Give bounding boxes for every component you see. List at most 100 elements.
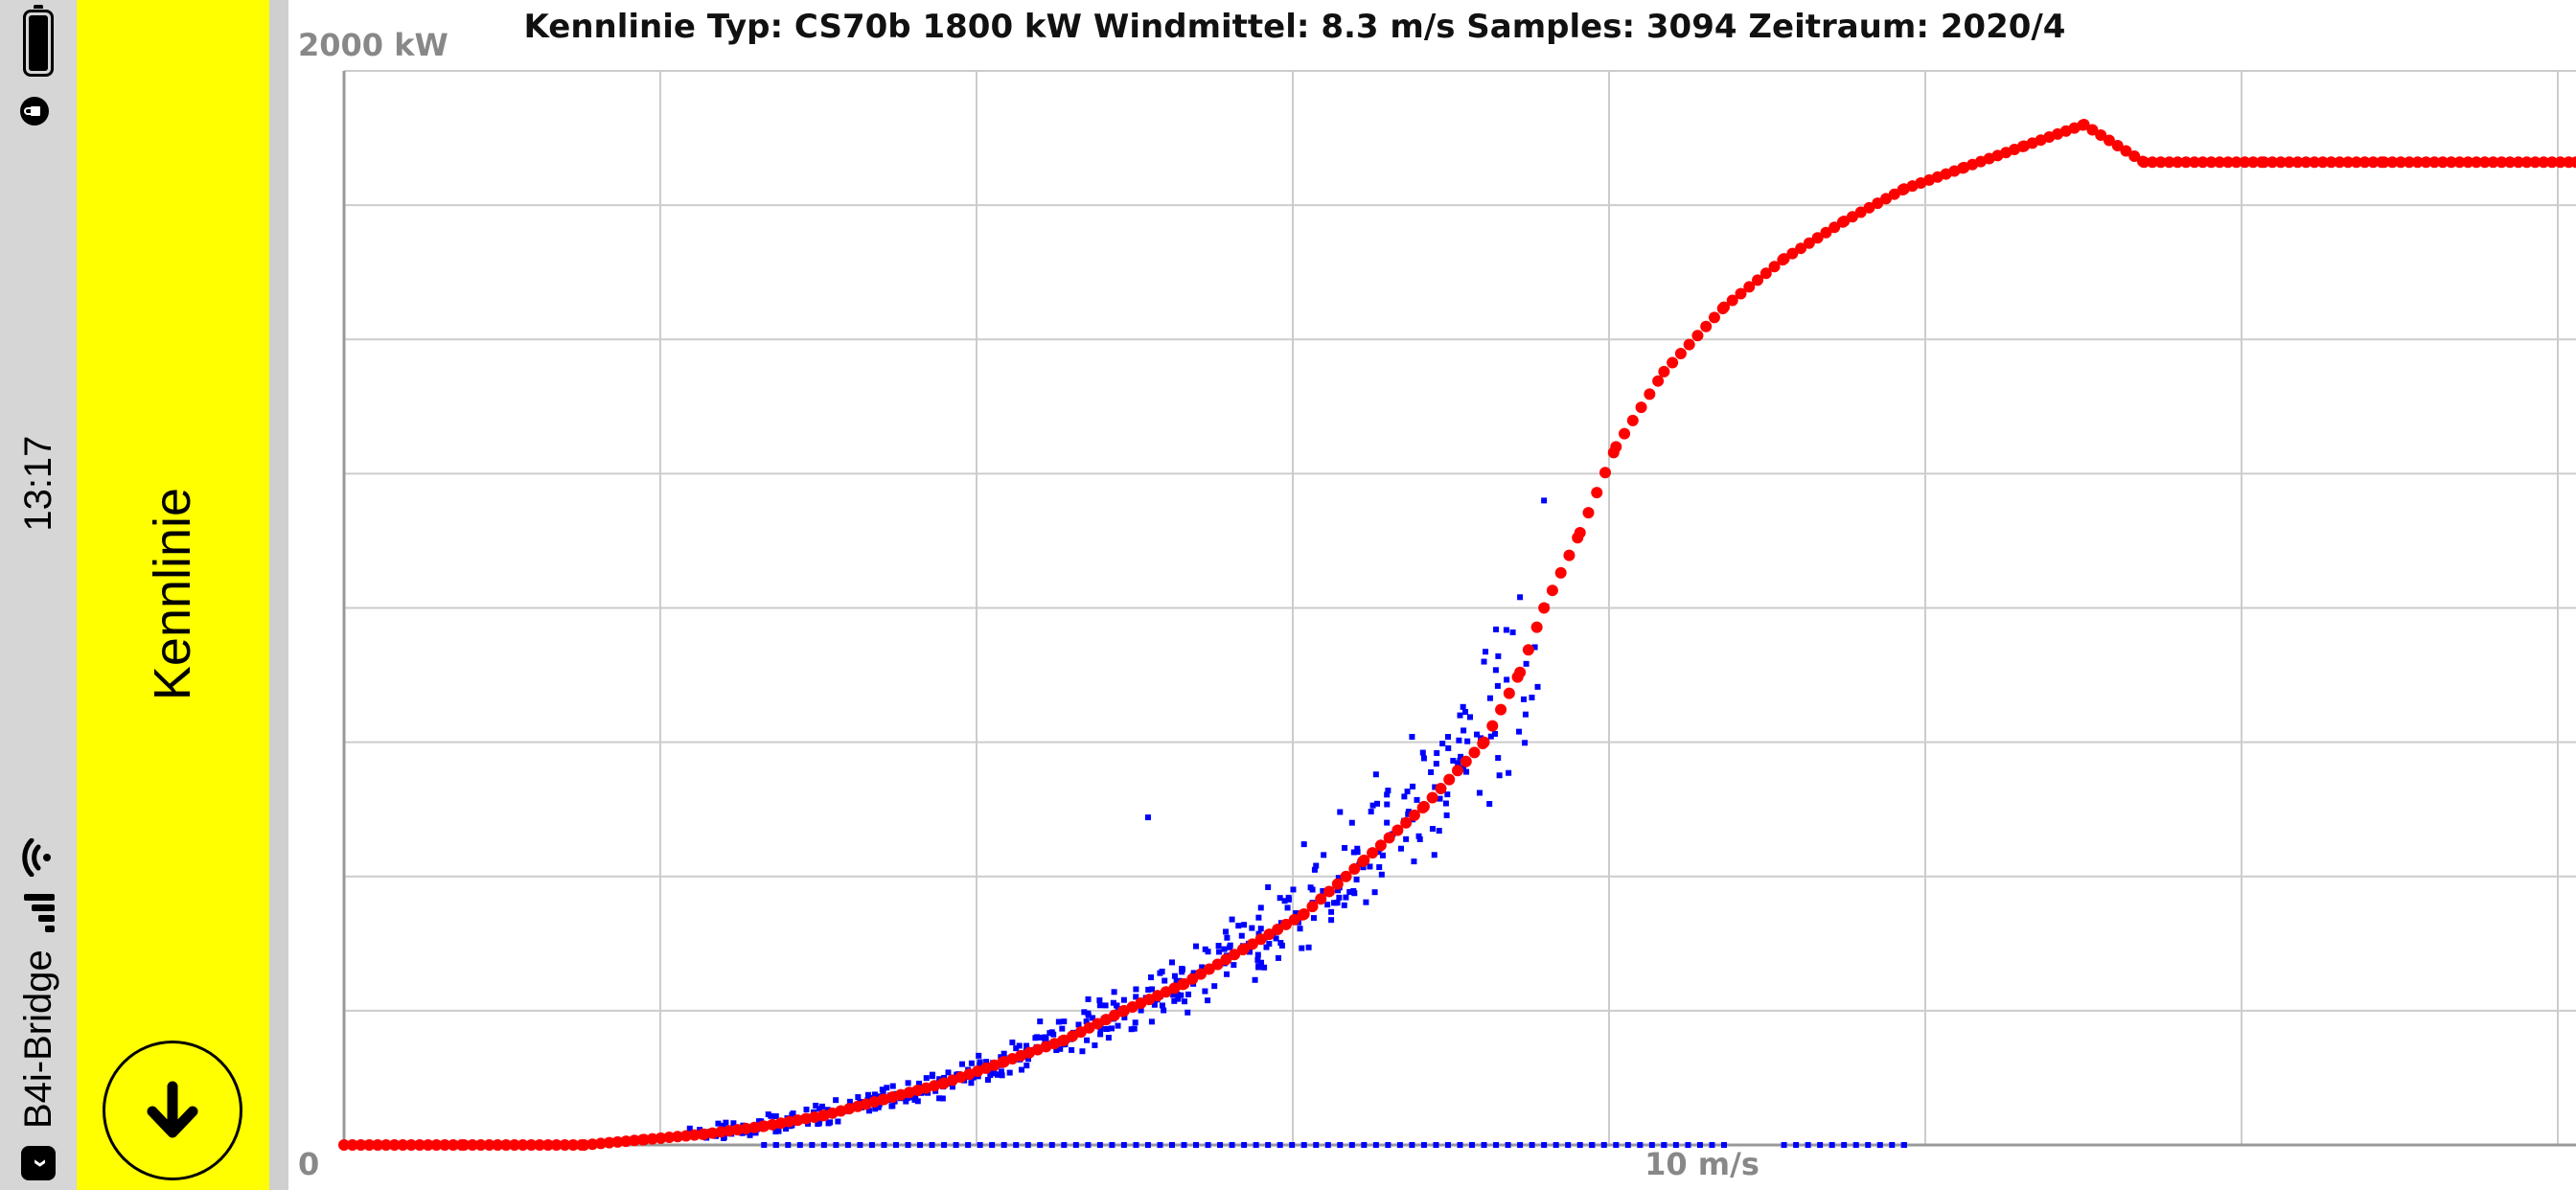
sample-point	[783, 1126, 790, 1133]
sample-point	[1179, 966, 1185, 973]
sample-point	[1289, 1142, 1296, 1148]
curve-point	[1735, 287, 1747, 300]
sample-point	[1148, 974, 1155, 981]
sample-point	[1506, 769, 1512, 776]
scroll-down-button[interactable]	[103, 1041, 242, 1180]
curve-point	[1795, 242, 1807, 255]
sample-point	[965, 1142, 972, 1148]
curve-point	[2316, 156, 2329, 169]
sample-point	[1385, 788, 1392, 794]
sample-point	[1174, 992, 1181, 998]
sample-point	[1138, 1007, 1144, 1014]
sample-point	[929, 1142, 935, 1148]
sample-point	[1205, 1142, 1211, 1148]
curve-point	[1838, 215, 1851, 227]
sample-point	[1261, 964, 1268, 971]
curve-point	[1599, 467, 1612, 479]
curve-point	[594, 1137, 607, 1150]
curve-point	[1254, 933, 1267, 946]
sample-point	[1369, 802, 1376, 809]
battery-icon	[23, 10, 54, 77]
sample-point	[775, 1128, 782, 1134]
back-chevron-icon[interactable]: ‹	[21, 1146, 56, 1180]
curve-point	[1279, 918, 1292, 930]
back-app-label[interactable]: B4i-Bridge	[16, 950, 59, 1129]
sample-point	[1343, 894, 1349, 901]
sample-point	[1439, 741, 1446, 747]
sample-point	[1171, 997, 1178, 1004]
sample-point	[1216, 949, 1223, 955]
curve-point	[355, 1139, 367, 1151]
curve-point	[1426, 791, 1438, 804]
side-panel: Kennlinie	[77, 0, 269, 1190]
sample-point	[1257, 904, 1264, 911]
curve-point	[1417, 800, 1430, 812]
sample-point	[881, 1142, 887, 1148]
sample-point	[1396, 1142, 1403, 1148]
curve-point	[397, 1139, 409, 1151]
sample-point	[1420, 1142, 1427, 1148]
sample-point	[1576, 1142, 1583, 1148]
sample-point	[1410, 783, 1416, 790]
sample-point	[1096, 1002, 1103, 1009]
sample-point	[846, 1098, 853, 1105]
curve-point	[1700, 320, 1713, 332]
curve-point	[1778, 253, 1790, 265]
sample-point	[1114, 1002, 1120, 1009]
sample-point	[1217, 1142, 1224, 1148]
sample-point	[889, 1083, 896, 1089]
sample-point	[1230, 962, 1237, 969]
curve-point	[447, 1139, 459, 1151]
sample-point	[1443, 812, 1450, 818]
curve-point	[1635, 401, 1647, 414]
curve-point	[1574, 527, 1586, 539]
sample-point	[723, 1119, 729, 1126]
sample-point	[1048, 1142, 1055, 1148]
sample-point	[1379, 852, 1386, 858]
sample-point	[1529, 695, 1535, 701]
chart-title: Kennlinie Typ: CS70b 1800 kW Windmittel:…	[523, 8, 2066, 46]
sample-point	[1171, 973, 1178, 979]
sample-point	[1456, 737, 1462, 744]
sample-point	[1161, 1007, 1167, 1014]
sample-point	[1436, 828, 1442, 835]
sample-point	[1372, 771, 1379, 778]
sample-point	[1199, 964, 1206, 971]
curve-point	[740, 1122, 752, 1134]
curve-point	[620, 1135, 632, 1148]
sample-point	[820, 1142, 827, 1148]
sample-point	[1185, 991, 1192, 997]
curve-point	[1460, 755, 1472, 767]
curve-point	[380, 1139, 392, 1151]
sample-point	[1414, 796, 1420, 803]
curve-point	[715, 1126, 727, 1138]
curve-point	[748, 1121, 761, 1133]
curve-point	[430, 1139, 443, 1151]
curve-point	[1803, 237, 1815, 249]
sample-point	[1460, 703, 1466, 710]
sample-point	[721, 1133, 727, 1140]
sample-point	[809, 1142, 816, 1148]
sample-point	[968, 1060, 975, 1066]
sample-point	[1144, 814, 1151, 821]
curve-point	[1238, 943, 1251, 955]
sample-point	[1072, 1142, 1079, 1148]
sample-point	[1415, 833, 1422, 839]
curve-point	[2247, 156, 2260, 169]
sample-point	[1348, 1142, 1355, 1148]
sample-point	[730, 1120, 737, 1127]
sample-point	[1254, 951, 1261, 958]
x-axis-mark-label: 10 m/s	[1644, 1146, 1760, 1182]
sample-point	[1275, 954, 1281, 961]
sample-point	[1043, 1036, 1049, 1042]
curve-point	[422, 1139, 434, 1151]
sample-point	[1401, 793, 1408, 800]
sample-point	[1469, 1142, 1476, 1148]
sample-point	[803, 1106, 810, 1112]
sample-point	[977, 1142, 983, 1148]
sample-point	[1384, 819, 1391, 826]
curve-point	[1582, 507, 1595, 519]
sample-point	[1266, 940, 1273, 947]
curve-point	[1503, 687, 1515, 699]
sample-point	[1457, 712, 1463, 719]
